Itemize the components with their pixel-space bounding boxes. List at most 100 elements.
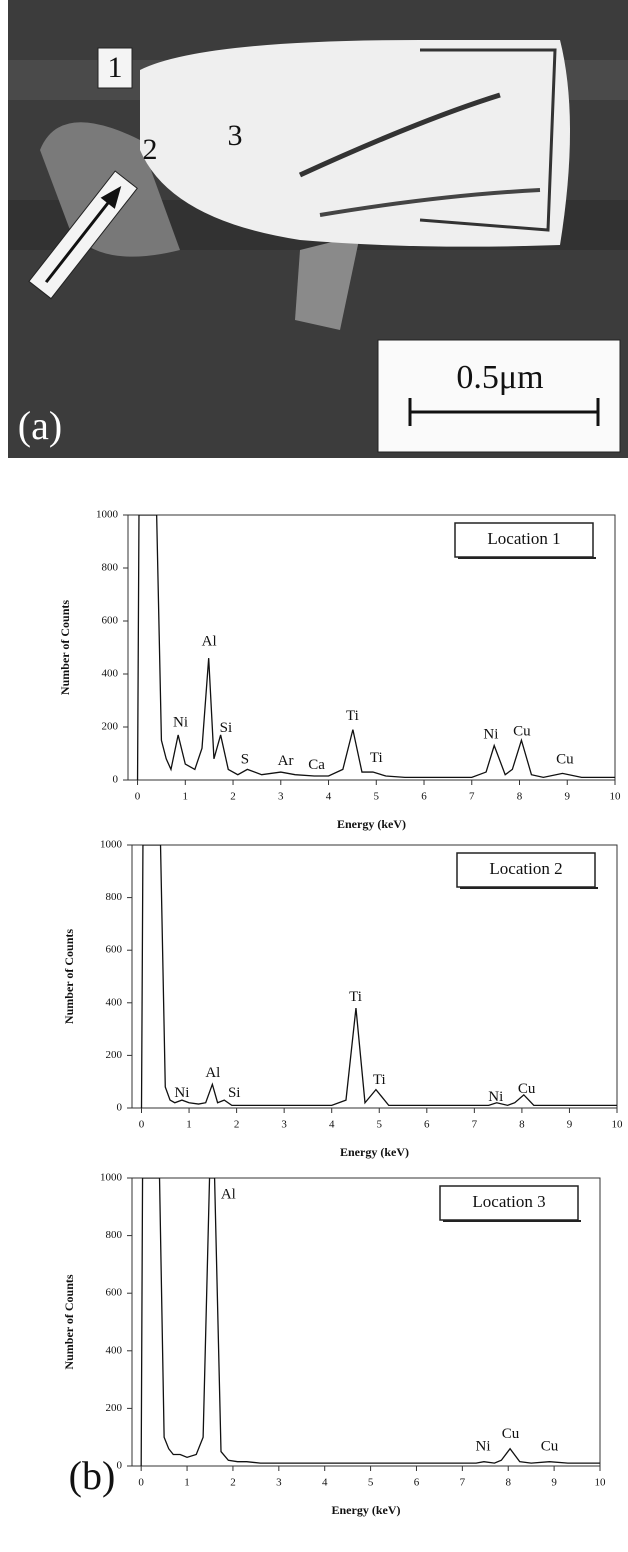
x-tick-label: 2 [230, 1477, 236, 1489]
y-axis-label: Number of Counts [62, 1274, 76, 1369]
peak-label: Ni [483, 726, 498, 742]
peak-label: Ni [174, 1085, 189, 1101]
y-tick-label: 400 [102, 668, 119, 680]
y-tick-label: 200 [102, 721, 119, 733]
y-tick-label: 200 [106, 1049, 123, 1061]
x-tick-label: 4 [326, 791, 332, 803]
x-tick-label: 5 [368, 1477, 374, 1489]
x-tick-label: 0 [138, 1477, 144, 1489]
panel-label: (a) [18, 403, 62, 448]
x-tick-label: 7 [460, 1477, 466, 1489]
location-box-shadow [460, 887, 598, 889]
spectrum-line [140, 1178, 600, 1466]
x-tick-label: 8 [519, 1119, 525, 1131]
peak-label: Ni [173, 714, 188, 730]
y-tick-label: 1000 [100, 839, 123, 851]
particle-crack [298, 92, 501, 178]
peak-label: Si [220, 720, 233, 736]
y-tick-label: 0 [117, 1102, 123, 1114]
chart: 0 200 400 600 800 1000 0 1 2 3 4 5 6 7 8 9 10 Energy (keV… [58, 509, 621, 831]
chart: 0 200 400 600 800 1000 0 1 2 3 4 5 6 7 8 9 10 Energy (keV… [62, 839, 623, 1159]
spectrum-line [140, 845, 617, 1108]
x-tick-label: 4 [329, 1119, 335, 1131]
y-tick-label: 0 [117, 1460, 123, 1472]
x-tick-label: 8 [505, 1477, 511, 1489]
x-axis-label: Energy (keV) [340, 1145, 409, 1159]
x-tick-label: 4 [322, 1477, 328, 1489]
x-tick-label: 2 [234, 1119, 240, 1131]
location-box-shadow [458, 557, 596, 559]
y-tick-label: 800 [106, 1229, 123, 1241]
peak-label: Ar [278, 753, 294, 769]
scale-bar-box [377, 339, 621, 453]
point-box [97, 47, 133, 89]
location-label: Location 2 [489, 859, 562, 878]
peak-label: Cu [518, 1081, 536, 1097]
peak-label: Ti [370, 750, 383, 766]
location-box [456, 852, 596, 888]
x-tick-label: 1 [183, 791, 189, 803]
micrograph: 1 2 3 0.5μm (a) [8, 0, 628, 458]
y-tick-label: 600 [102, 615, 119, 627]
peak-label: Cu [541, 1439, 559, 1455]
peak-label: Ni [488, 1089, 503, 1105]
peak-label: Ti [373, 1072, 386, 1088]
y-tick-label: 800 [106, 891, 123, 903]
location-box [454, 522, 594, 558]
y-tick-label: 400 [106, 1344, 123, 1356]
y-tick-label: 1000 [96, 509, 119, 521]
location-label: Location 1 [487, 529, 560, 548]
peak-label: S [241, 752, 249, 768]
location-label: Location 3 [472, 1192, 545, 1211]
x-tick-label: 5 [374, 791, 380, 803]
x-tick-label: 3 [278, 791, 284, 803]
plot-frame [127, 514, 616, 781]
peak-label: Al [221, 1187, 236, 1203]
y-tick-label: 800 [102, 562, 119, 574]
y-tick-label: 600 [106, 944, 123, 956]
x-tick-label: 7 [469, 791, 475, 803]
y-axis-label: Number of Counts [58, 600, 72, 695]
peak-label: Ca [308, 757, 325, 773]
x-tick-label: 3 [276, 1477, 282, 1489]
y-tick-label: 400 [106, 996, 123, 1008]
x-tick-label: 10 [610, 791, 622, 803]
point-label: 3 [228, 119, 243, 152]
x-axis-label: Energy (keV) [337, 817, 406, 831]
x-tick-label: 6 [424, 1119, 430, 1131]
peak-label: Ti [349, 989, 362, 1005]
x-axis-label: Energy (keV) [332, 1503, 401, 1517]
location-box-shadow [443, 1220, 581, 1222]
panel-label-bg [8, 405, 72, 455]
plot-frame [131, 844, 618, 1109]
chart: 0 200 400 600 800 1000 0 1 2 3 4 5 6 7 8 9 10 Energy (keV… [62, 1172, 606, 1517]
peak-label: Cu [556, 752, 574, 768]
peak-label: Al [205, 1065, 220, 1081]
x-tick-label: 0 [139, 1119, 145, 1131]
point-label: 1 [108, 51, 123, 84]
x-tick-label: 6 [421, 791, 427, 803]
location-box [439, 1185, 579, 1221]
point-label: 2 [143, 133, 158, 166]
y-tick-label: 600 [106, 1287, 123, 1299]
x-tick-label: 9 [565, 791, 571, 803]
panel-label: (b) [69, 1453, 116, 1498]
y-tick-label: 1000 [100, 1172, 123, 1184]
x-tick-label: 1 [184, 1477, 190, 1489]
x-tick-label: 2 [230, 791, 236, 803]
scale-bar-label: 0.5μm [456, 359, 543, 396]
peak-label: Al [202, 634, 217, 650]
x-tick-label: 10 [595, 1477, 607, 1489]
arrow [28, 170, 138, 300]
y-axis-label: Number of Counts [62, 929, 76, 1024]
plot-frame [131, 1177, 601, 1467]
x-tick-label: 0 [135, 791, 141, 803]
x-tick-label: 9 [567, 1119, 573, 1131]
peak-label: Cu [502, 1426, 520, 1442]
y-tick-label: 200 [106, 1402, 123, 1414]
peak-label: Si [228, 1085, 241, 1101]
x-tick-label: 9 [551, 1477, 557, 1489]
x-tick-label: 7 [472, 1119, 478, 1131]
